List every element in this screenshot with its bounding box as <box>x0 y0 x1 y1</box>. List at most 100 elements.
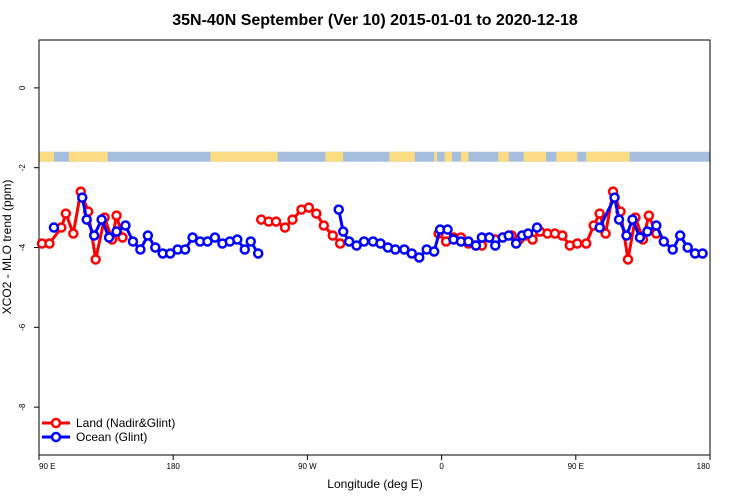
land-band <box>389 151 415 162</box>
data-point <box>634 232 646 243</box>
data-point <box>343 236 355 247</box>
data-point <box>318 220 330 231</box>
land-band <box>556 151 578 162</box>
data-point <box>621 230 632 241</box>
data-point <box>484 232 495 243</box>
x-tick-label: 180 <box>697 462 711 471</box>
data-point <box>470 240 482 251</box>
y-axis: 0 -2 -4 -6 -8 <box>18 85 39 411</box>
data-point <box>209 232 221 243</box>
data-point <box>682 242 693 253</box>
data-point <box>622 254 634 265</box>
legend-ocean-marker <box>50 431 62 443</box>
x-tick-label: 180 <box>167 462 181 471</box>
data-point <box>164 248 176 259</box>
land-band <box>434 151 438 162</box>
data-point <box>413 252 425 263</box>
data-point <box>90 254 101 265</box>
data-point <box>127 236 139 247</box>
data-point <box>333 204 344 215</box>
data-point <box>600 228 611 239</box>
data-point <box>311 208 322 219</box>
data-point <box>503 230 514 241</box>
data-point <box>187 232 198 243</box>
data-point <box>96 214 107 225</box>
data-point <box>303 202 315 213</box>
data-point <box>232 234 243 245</box>
legend-ocean-label: Ocean (Glint) <box>76 430 147 444</box>
y-tick-label: -2 <box>18 164 27 172</box>
x-axis-label: Longitude (deg E) <box>327 477 422 491</box>
data-point <box>557 230 568 241</box>
y-tick-label: -6 <box>18 323 27 331</box>
data-point <box>111 210 122 221</box>
data-point <box>117 232 128 243</box>
x-tick-label: 90 E <box>39 462 55 471</box>
data-point <box>334 238 346 249</box>
data-point <box>279 222 291 233</box>
data-point <box>510 238 522 249</box>
data-point <box>358 236 370 247</box>
chart-title: 35N-40N September (Ver 10) 2015-01-01 to… <box>172 12 578 29</box>
land-band <box>68 151 108 162</box>
land-band <box>39 151 54 162</box>
data-point <box>375 238 386 249</box>
land-band <box>460 151 469 162</box>
data-point <box>651 220 662 231</box>
legend-land-marker <box>50 417 62 429</box>
data-point <box>490 240 501 251</box>
land-band <box>498 151 509 162</box>
land-band <box>325 151 344 162</box>
data-point <box>658 236 670 247</box>
data-point <box>594 222 605 233</box>
land-band <box>586 151 630 162</box>
ocean-band <box>39 151 710 162</box>
data-point <box>594 208 605 219</box>
data-point <box>390 244 401 255</box>
series-layer <box>36 186 708 265</box>
data-point <box>327 230 338 241</box>
land-ocean-strip <box>39 151 710 162</box>
y-tick-label: 0 <box>18 85 27 90</box>
data-point <box>103 232 115 243</box>
data-point <box>81 214 92 225</box>
data-point <box>531 222 543 233</box>
land-band <box>444 151 453 162</box>
data-point <box>252 248 264 259</box>
data-point <box>642 226 653 237</box>
data-point <box>627 214 638 225</box>
y-tick-label: -8 <box>18 403 27 411</box>
series-land <box>36 186 662 265</box>
data-point <box>609 192 620 203</box>
data-point <box>44 238 55 249</box>
data-point <box>399 244 410 255</box>
data-point <box>643 210 655 221</box>
data-point <box>667 244 678 255</box>
x-tick-label: 90 W <box>298 462 317 471</box>
data-point <box>245 236 256 247</box>
data-point <box>68 228 79 239</box>
data-point <box>613 214 625 225</box>
data-point <box>88 230 100 241</box>
series-segment <box>598 196 617 230</box>
data-point <box>270 216 282 227</box>
x-axis: 90 E 180 90 W 0 90 E 180 <box>38 455 711 471</box>
data-point <box>442 224 453 235</box>
data-point <box>287 214 298 225</box>
land-band <box>210 151 278 162</box>
data-point <box>406 248 418 259</box>
legend: Land (Nadir&Glint) Ocean (Glint) <box>42 416 175 444</box>
legend-land-label: Land (Nadir&Glint) <box>76 416 175 430</box>
data-point <box>580 238 592 249</box>
data-point <box>76 192 88 203</box>
data-point <box>60 208 72 219</box>
x-tick-label: 0 <box>439 462 444 471</box>
data-point <box>239 244 251 255</box>
data-point <box>351 240 362 251</box>
data-point <box>428 246 440 257</box>
data-point <box>202 236 213 247</box>
data-point <box>337 226 349 237</box>
data-point <box>674 230 686 241</box>
data-point <box>522 228 534 239</box>
